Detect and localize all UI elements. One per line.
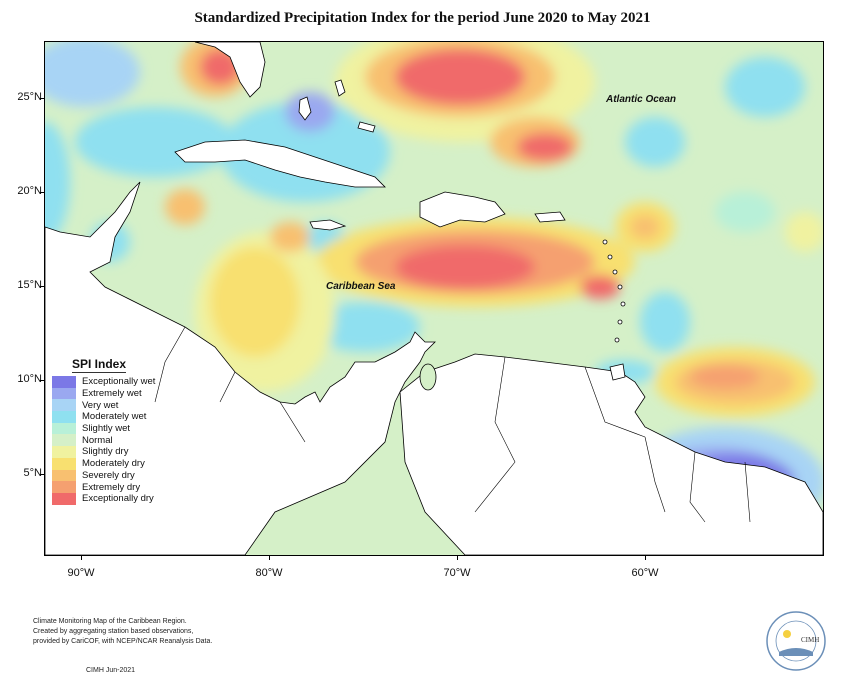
footer-notes: Climate Monitoring Map of the Caribbean …: [33, 617, 212, 647]
lon-label-80w: 80°W: [255, 567, 283, 579]
legend-item: Moderately wet: [52, 411, 212, 423]
lon-label-70w: 70°W: [443, 567, 471, 579]
lat-tick-25n: [40, 98, 45, 99]
legend-item: Normal: [52, 434, 212, 447]
legend-item: Severely dry: [52, 469, 212, 482]
legend-item: Exceptionally wet: [52, 376, 212, 388]
lat-label-15n: 15°N: [17, 279, 42, 291]
spi-map-canvas: [45, 42, 823, 555]
legend-swatch: [52, 492, 76, 505]
legend-label: Extremely wet: [82, 388, 142, 400]
legend-swatch: [52, 399, 76, 412]
caribbean-sea-label: Caribbean Sea: [326, 281, 396, 292]
legend-swatch: [52, 469, 76, 482]
country-borders: [154, 326, 751, 523]
lat-label-25n: 25°N: [17, 91, 42, 103]
legend-label: Slightly wet: [82, 423, 131, 435]
legend-swatch: [52, 376, 76, 388]
legend-label: Exceptionally wet: [82, 376, 156, 388]
footer-credit: CIMH Jun-2021: [86, 667, 136, 674]
lon-tick-70w: [457, 555, 458, 560]
logo-text: CIMH: [801, 636, 819, 644]
legend-item: Slightly dry: [52, 446, 212, 458]
legend-swatch: [52, 387, 76, 400]
footer-line-2: Created by aggregating station based obs…: [33, 628, 194, 635]
legend-label: Very wet: [82, 399, 119, 411]
lat-tick-10n: [40, 380, 45, 381]
lon-tick-80w: [269, 555, 270, 560]
lon-label-90w: 90°W: [67, 567, 95, 579]
lat-tick-20n: [40, 192, 45, 193]
lat-label-20n: 20°N: [17, 185, 42, 197]
footer-line-3: provided by CariCOF, with NCEP/NCAR Rean…: [33, 638, 213, 645]
legend-item: Extremely wet: [52, 387, 212, 400]
legend-swatch: [52, 481, 76, 493]
legend-label: Moderately dry: [82, 458, 145, 470]
legend-label: Severely dry: [82, 469, 135, 481]
legend-swatch: [52, 446, 76, 458]
legend-label: Slightly dry: [82, 446, 129, 458]
legend-item: Moderately dry: [52, 457, 212, 470]
spi-legend: SPI Index Exceptionally wet Extremely wet…: [52, 355, 212, 505]
lon-tick-60w: [645, 555, 646, 560]
footer-line-1: Climate Monitoring Map of the Caribbean …: [33, 618, 187, 625]
land-masses: [45, 42, 823, 555]
legend-swatch: [52, 422, 76, 435]
legend-label: Extremely dry: [82, 481, 141, 493]
lat-tick-15n: [40, 286, 45, 287]
legend-swatch: [52, 457, 76, 470]
legend-item: Extremely dry: [52, 481, 212, 493]
cimh-logo: CIMH: [766, 611, 826, 671]
atlantic-ocean-label: Atlantic Ocean: [606, 94, 677, 105]
lat-tick-5n: [40, 474, 45, 475]
legend-swatch: [52, 411, 76, 423]
lon-label-60w: 60°W: [631, 567, 659, 579]
legend-item: Very wet: [52, 399, 212, 412]
legend-item: Exceptionally dry: [52, 492, 212, 505]
lat-label-10n: 10°N: [17, 373, 42, 385]
legend-label: Moderately wet: [82, 411, 147, 423]
legend-items: Exceptionally wet Extremely wet Very wet Mo…: [52, 376, 212, 505]
legend-title: SPI Index: [72, 357, 127, 373]
legend-swatch: [52, 434, 76, 447]
lon-tick-90w: [81, 555, 82, 560]
legend-label: Exceptionally dry: [82, 493, 154, 505]
lat-label-5n: 5°N: [23, 467, 42, 479]
legend-label: Normal: [82, 434, 113, 446]
spi-map: [44, 41, 824, 556]
legend-item: Slightly wet: [52, 422, 212, 435]
map-title: Standardized Precipitation Index for the…: [194, 10, 651, 26]
